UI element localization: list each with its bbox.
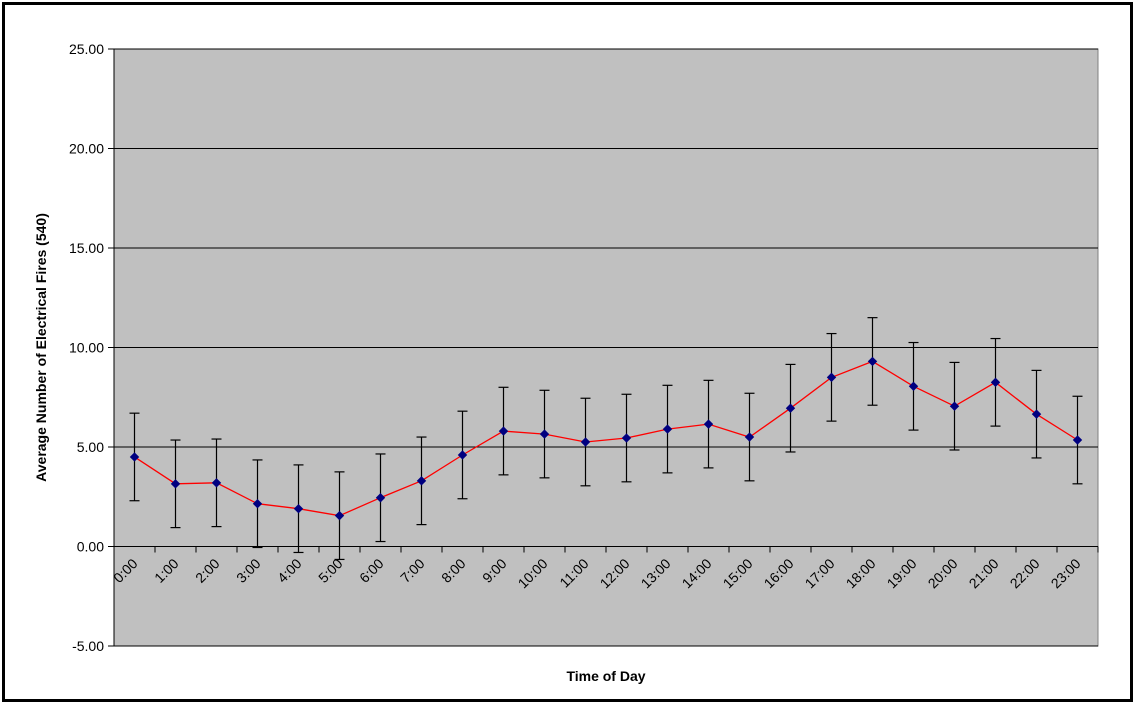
y-tick-label: -5.00 bbox=[72, 638, 104, 654]
data-point bbox=[211, 478, 222, 488]
y-axis-title: Average Number of Electrical Fires (540) bbox=[33, 213, 49, 482]
data-point bbox=[580, 437, 591, 447]
y-tick-label: 0.00 bbox=[77, 539, 104, 555]
y-axis-ticks: 25.00 20.00 15.00 10.00 5.00 0.00 -5.00 bbox=[69, 41, 114, 654]
data-point bbox=[293, 503, 304, 514]
data-point bbox=[170, 479, 181, 489]
y-tick-label: 10.00 bbox=[69, 340, 104, 356]
data-point bbox=[1031, 409, 1042, 419]
data-point bbox=[334, 510, 345, 521]
data-point bbox=[662, 424, 673, 434]
data-point bbox=[539, 429, 550, 439]
data-point bbox=[252, 499, 263, 509]
data-point bbox=[867, 356, 878, 367]
y-tick-label: 20.00 bbox=[69, 141, 104, 157]
data-point bbox=[621, 433, 632, 443]
data-point bbox=[703, 419, 714, 429]
data-point bbox=[1072, 435, 1083, 445]
data-point bbox=[990, 377, 1001, 388]
series-line bbox=[134, 360, 1078, 517]
data-point bbox=[416, 476, 427, 486]
data-point bbox=[457, 450, 468, 460]
data-point bbox=[949, 401, 960, 411]
y-tick-label: 5.00 bbox=[77, 439, 104, 455]
data-points bbox=[129, 356, 1083, 521]
data-point bbox=[908, 381, 919, 392]
y-tick-label: 25.00 bbox=[69, 41, 104, 57]
data-point bbox=[826, 372, 837, 383]
x-axis-title: Time of Day bbox=[566, 668, 645, 684]
data-point bbox=[129, 452, 140, 462]
data-point bbox=[785, 403, 796, 413]
data-point bbox=[498, 426, 509, 436]
data-point bbox=[744, 432, 755, 442]
y-tick-label: 15.00 bbox=[69, 240, 104, 256]
data-point bbox=[375, 493, 386, 503]
